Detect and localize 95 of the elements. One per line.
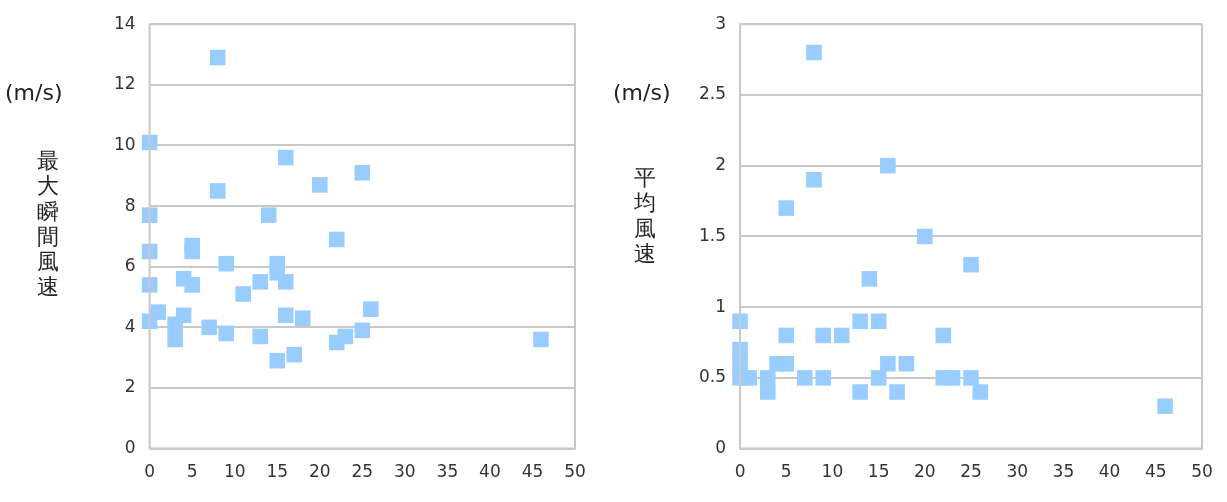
point (972, 384, 989, 400)
point (533, 331, 549, 348)
point (175, 307, 192, 323)
y-axis-title: 平均風速 (633, 165, 658, 267)
point (252, 274, 269, 290)
point (861, 271, 878, 287)
point (167, 331, 183, 348)
point (209, 49, 226, 66)
x-tick-label: 20 (914, 461, 936, 482)
point (870, 313, 887, 330)
y-tick-label: 10 (113, 133, 136, 154)
point (329, 231, 345, 248)
point (944, 370, 961, 386)
y-axis-title: 最大瞬間風速 (36, 148, 61, 300)
y-tick-label: 1 (715, 295, 727, 316)
x-tick-label: 0 (144, 461, 156, 482)
x-tick-label: 15 (867, 461, 890, 482)
point (260, 207, 277, 223)
x-tick-label: 25 (351, 461, 374, 482)
x-tick-label: 50 (1191, 461, 1213, 482)
point (312, 177, 328, 193)
y-tick-label: 1.5 (698, 224, 727, 245)
x-tick-label: 45 (521, 461, 544, 482)
x-tick-label: 40 (1098, 461, 1121, 482)
x-tick-label: 30 (394, 461, 416, 482)
x-tick-label: 40 (479, 461, 501, 482)
y-tick-label: 0.5 (698, 366, 727, 387)
point (870, 370, 887, 386)
point (363, 301, 379, 317)
point (354, 322, 371, 339)
point (833, 327, 850, 344)
point (778, 327, 795, 344)
y-tick-label: 2 (715, 154, 727, 175)
point (759, 384, 776, 400)
point (286, 346, 303, 363)
point (778, 355, 795, 372)
y-tick-label: 0 (715, 437, 727, 458)
text: (m/s) (5, 80, 63, 105)
point (1157, 398, 1173, 414)
point (184, 243, 200, 260)
point (898, 355, 915, 372)
point (963, 256, 979, 273)
point (806, 172, 822, 188)
point (880, 355, 896, 372)
y-tick-label: 0 (124, 437, 136, 458)
point (852, 384, 868, 400)
point (889, 384, 905, 400)
x-tick-label: 20 (308, 461, 331, 482)
x-tick-label: 5 (780, 461, 792, 482)
y-tick-label: 8 (124, 194, 136, 215)
y-tick-label: 12 (113, 73, 136, 94)
x-tick-label: 35 (1052, 461, 1075, 482)
x-tick-label: 50 (564, 461, 586, 482)
point (294, 310, 311, 327)
point (184, 277, 200, 293)
x-tick-label: 45 (1144, 461, 1167, 482)
y-tick-label: 4 (124, 315, 136, 336)
point (815, 327, 831, 344)
point (277, 307, 294, 323)
y-tick-label: 6 (124, 255, 136, 276)
text: (m/s) (613, 80, 671, 105)
x-tick-label: 0 (734, 461, 746, 482)
point (235, 286, 251, 302)
point (935, 327, 952, 344)
y-tick-label: 14 (113, 12, 136, 33)
y-tick-label: 2.5 (698, 83, 727, 104)
y-tick-label: 3 (715, 12, 727, 33)
point (218, 325, 234, 342)
point (880, 157, 896, 174)
point (209, 183, 226, 199)
x-tick-label: 5 (186, 461, 198, 482)
x-tick-label: 35 (436, 461, 459, 482)
point (815, 370, 831, 386)
point (806, 44, 822, 61)
x-tick-label: 30 (1006, 461, 1029, 482)
point (741, 370, 758, 386)
point (277, 149, 294, 166)
x-tick-label: 15 (266, 461, 289, 482)
x-tick-label: 10 (821, 461, 844, 482)
point (778, 200, 795, 216)
point (354, 164, 371, 181)
point (269, 352, 286, 369)
point (917, 228, 933, 245)
point (852, 313, 868, 330)
y-tick-label: 2 (124, 376, 136, 397)
point (252, 328, 269, 345)
point (218, 255, 234, 272)
point (963, 370, 979, 386)
point (796, 370, 813, 386)
point (201, 319, 217, 336)
point (150, 304, 166, 320)
point (277, 274, 294, 290)
x-tick-label: 25 (960, 461, 982, 482)
point (337, 328, 354, 345)
x-tick-label: 10 (223, 461, 246, 482)
